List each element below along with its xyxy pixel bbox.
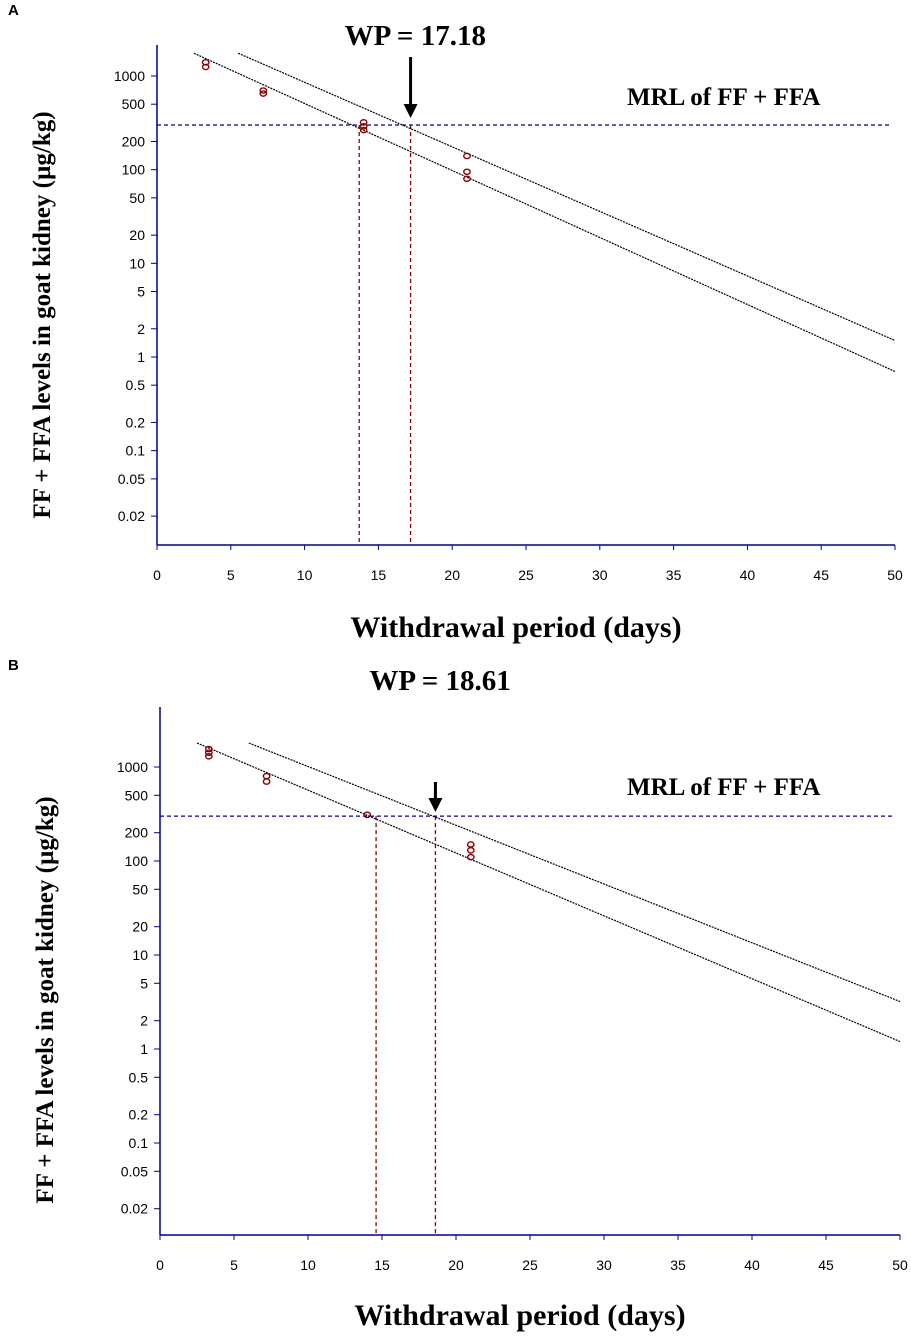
panel-label: B	[8, 657, 19, 674]
mrl-label: MRL of FF + FFA	[627, 774, 820, 801]
data-point	[259, 87, 268, 94]
x-tick-label: 0	[156, 1257, 164, 1273]
y-tick-label: 500	[125, 787, 149, 803]
x-tick-label: 35	[670, 1257, 686, 1273]
data-point	[201, 63, 210, 71]
data-point	[363, 811, 372, 819]
y-tick-label: 0.02	[121, 1201, 148, 1217]
data-point	[259, 90, 268, 97]
data-point	[262, 772, 271, 780]
y-tick-label: 200	[122, 133, 146, 149]
x-tick-label: 5	[227, 567, 235, 583]
y-tick-label: 0.2	[129, 1107, 149, 1123]
chart-panel-b: B 0 5 10 15 20 25 30 35 40 45 50 1000 500 200 100 50 20 1…	[0, 655, 911, 1339]
x-tick-label: 15	[374, 1257, 390, 1273]
y-tick-label: 2	[137, 321, 145, 337]
y-tick-label: 1000	[117, 759, 148, 775]
data-point	[466, 853, 475, 861]
y-tick-label: 2	[140, 1013, 148, 1029]
data-point	[466, 841, 475, 848]
x-tick-label: 10	[297, 567, 313, 583]
y-tick-label: 20	[132, 919, 148, 935]
y-tick-label: 0.02	[118, 508, 145, 524]
chart-panel-a: A 0 5 10 15 20 25 30 35 40 45 50 1000 500 200 100 50 20 1…	[0, 0, 911, 655]
wp-arrow-head	[428, 798, 443, 812]
y-tick-label: 10	[129, 255, 145, 271]
x-axis-label: Withdrawal period (days)	[350, 611, 681, 644]
x-tick-label: 30	[596, 1257, 612, 1273]
x-tick-label: 50	[892, 1257, 908, 1273]
x-tick-label: 40	[740, 567, 756, 583]
y-tick-label: 0.1	[126, 443, 146, 459]
y-tick-label: 100	[122, 162, 146, 178]
data-point	[463, 168, 471, 176]
y-tick-label: 100	[125, 853, 149, 869]
y-tick-label: 1000	[114, 68, 145, 84]
upper-tolerance-limit-line	[237, 52, 896, 342]
x-tick-label: 20	[448, 1257, 464, 1273]
wp-annotation: WP = 17.18	[345, 20, 486, 52]
y-tick-label: 0.1	[129, 1135, 149, 1151]
x-tick-label: 20	[444, 567, 460, 583]
data-point	[463, 152, 471, 160]
regression-line	[193, 52, 896, 373]
data-point	[359, 123, 368, 130]
wp-annotation: WP = 18.61	[369, 665, 510, 697]
x-tick-label: 25	[522, 1257, 538, 1273]
chart-a-svg: 0 5 10 15 20 25 30 35 40 45 50 1000 500 200 100 50 20 10 5…	[29, 20, 903, 644]
y-tick-label: 0.5	[126, 377, 146, 393]
data-point	[204, 745, 213, 753]
y-tick-label: 0.05	[118, 471, 145, 487]
mrl-label: MRL of FF + FFA	[627, 84, 820, 111]
x-tick-label: 50	[887, 567, 903, 583]
data-point	[463, 175, 471, 183]
chart-b-svg: 0 5 10 15 20 25 30 35 40 45 50 1000 500 200 100 50 20 10 5…	[32, 665, 908, 1332]
data-point	[359, 119, 368, 126]
wp-arrow-head	[403, 104, 418, 118]
y-tick-label: 50	[129, 190, 145, 206]
y-tick-label: 1	[137, 349, 145, 365]
y-axis-label: FF + FFA levels in goat kidney (µg/kg)	[32, 796, 59, 1203]
x-tick-label: 15	[371, 567, 387, 583]
x-tick-label: 30	[592, 567, 608, 583]
data-point	[466, 846, 475, 854]
x-tick-label: 35	[666, 567, 682, 583]
y-tick-label: 5	[137, 284, 145, 300]
panel-label: A	[8, 2, 19, 19]
x-tick-label: 25	[518, 567, 534, 583]
data-point	[359, 126, 368, 134]
data-point	[262, 778, 271, 785]
y-tick-label: 1	[140, 1041, 148, 1057]
y-tick-label: 0.2	[126, 414, 146, 430]
x-tick-label: 0	[153, 567, 161, 583]
x-tick-label: 45	[813, 567, 829, 583]
y-tick-label: 20	[129, 227, 145, 243]
y-tick-label: 10	[132, 947, 148, 963]
y-tick-label: 0.5	[129, 1069, 149, 1085]
y-tick-label: 500	[122, 96, 146, 112]
upper-tolerance-limit-line	[248, 742, 901, 1003]
x-tick-label: 5	[230, 1257, 238, 1273]
x-axis-label: Withdrawal period (days)	[354, 1299, 685, 1332]
x-tick-label: 10	[300, 1257, 316, 1273]
y-axis-label: FF + FFA levels in goat kidney (µg/kg)	[29, 111, 56, 518]
y-tick-label: 0.05	[121, 1163, 148, 1179]
x-tick-label: 40	[744, 1257, 760, 1273]
data-point	[204, 749, 213, 756]
y-tick-label: 200	[125, 825, 149, 841]
x-tick-label: 45	[818, 1257, 834, 1273]
y-tick-label: 50	[132, 881, 148, 897]
regression-line	[196, 742, 901, 1043]
data-point	[204, 752, 213, 760]
y-tick-label: 5	[140, 975, 148, 991]
